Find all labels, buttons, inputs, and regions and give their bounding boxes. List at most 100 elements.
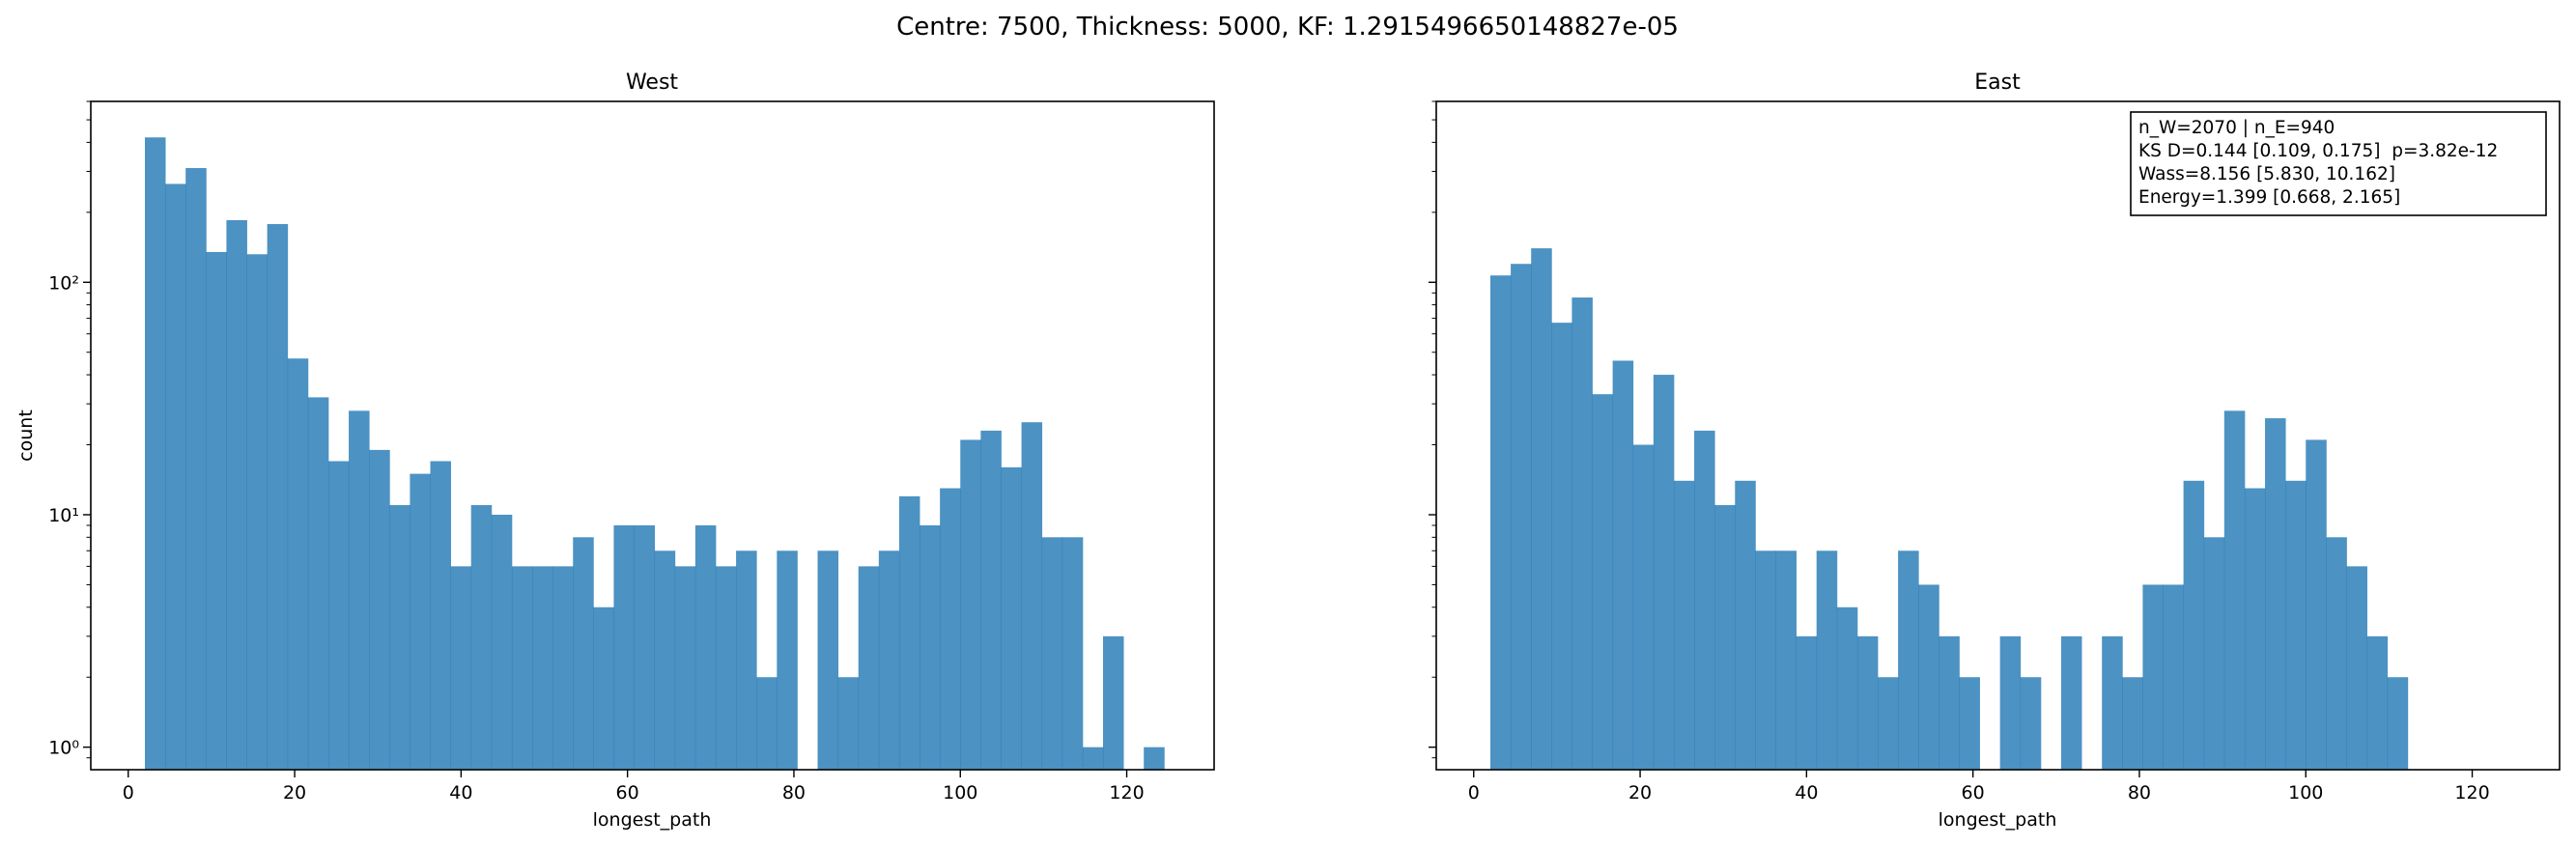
west-histogram-bar xyxy=(573,537,594,770)
west-histogram-bar xyxy=(511,566,533,770)
east-histogram-bar xyxy=(1653,375,1675,770)
west-histogram-bar xyxy=(898,495,920,770)
west-histogram-bar xyxy=(369,449,390,770)
west-histogram-bar xyxy=(940,488,961,770)
east-histogram-bar xyxy=(1796,635,1818,770)
west-y-tick-label: 10¹ xyxy=(48,505,79,526)
east-histogram-bar xyxy=(1735,480,1756,770)
east-plot-frame xyxy=(1435,100,2561,771)
west-histogram-bar xyxy=(349,410,370,770)
east-x-tick-label: 120 xyxy=(2454,782,2489,804)
east-histogram-bar xyxy=(1816,550,1838,770)
west-title: West xyxy=(626,70,678,95)
west-y-axis-label: count xyxy=(15,409,37,462)
west-histogram-bar xyxy=(165,183,186,771)
east-histogram-bar xyxy=(1755,550,1776,770)
east-histogram-bar xyxy=(1490,275,1512,770)
west-y-ticks: 10⁰ 10¹ 10² xyxy=(48,100,91,759)
west-y-tick-label: 10⁰ xyxy=(48,738,79,759)
west-histogram-bar xyxy=(1001,466,1022,770)
west-histogram-bar xyxy=(980,430,1002,770)
east-histogram-bar xyxy=(2183,480,2205,770)
east-histogram-bar xyxy=(1592,394,1614,770)
west-histogram-bar xyxy=(389,505,410,770)
west-histogram-bar xyxy=(246,254,269,770)
west-histogram-bar xyxy=(960,439,981,770)
stats-line-energy: Energy=1.399 [0.668, 2.165] xyxy=(2138,187,2400,208)
west-histogram-bar xyxy=(920,525,941,770)
east-histogram-bar xyxy=(1939,635,1960,770)
east-histogram-bar xyxy=(2326,537,2347,770)
stats-box-frame xyxy=(2130,111,2547,216)
east-histogram-bar xyxy=(2203,537,2225,770)
west-x-tick-label: 120 xyxy=(1109,782,1144,804)
east-histogram-bar xyxy=(2366,635,2389,770)
west-histogram-bar xyxy=(450,566,472,770)
west-histogram-bar xyxy=(532,566,553,770)
east-histogram-bar xyxy=(2102,635,2123,770)
east-histogram-bar xyxy=(2265,418,2286,770)
west-histogram-bar xyxy=(552,566,574,770)
west-x-ticks: 0 20 40 60 80 100 120 xyxy=(123,770,1145,804)
east-histogram-bar xyxy=(1836,606,1858,770)
east-histogram-bar xyxy=(1694,430,1715,770)
west-histogram-bar xyxy=(837,677,860,770)
figure-suptitle: Centre: 7500, Thickness: 5000, KF: 1.291… xyxy=(896,13,1679,42)
east-bars xyxy=(1490,248,2409,770)
stats-line-counts: n_W=2070 | n_E=940 xyxy=(2138,118,2335,138)
stats-line-wasserstein: Wass=8.156 [5.830, 10.162] xyxy=(2138,164,2395,184)
east-histogram-bar xyxy=(2387,677,2409,770)
east-y-ticks xyxy=(1429,100,1436,759)
west-histogram-bar xyxy=(307,397,329,770)
west-histogram-bar xyxy=(185,168,207,770)
west-histogram-bar xyxy=(410,473,431,770)
east-x-tick-label: 20 xyxy=(1628,782,1652,804)
west-panel: 0 20 40 60 80 100 120 10⁰ 10¹ 10² West longest_p… xyxy=(15,70,1215,831)
east-histogram-bar xyxy=(1959,677,1980,770)
east-histogram-bar xyxy=(1714,505,1736,770)
east-histogram-bar xyxy=(1999,635,2022,770)
east-histogram-bar xyxy=(2346,566,2367,770)
east-x-axis-label: longest_path xyxy=(1939,809,2057,831)
east-x-tick-label: 0 xyxy=(1468,782,1480,804)
west-histogram-bar xyxy=(613,525,635,770)
west-histogram-bar xyxy=(145,137,166,770)
west-histogram-bar xyxy=(1062,537,1084,770)
east-histogram-bar xyxy=(1571,297,1593,770)
west-x-tick-label: 100 xyxy=(943,782,977,804)
west-histogram-bar xyxy=(1082,747,1104,770)
west-histogram-bar xyxy=(491,514,513,770)
west-histogram-bar xyxy=(736,550,757,770)
west-histogram-bar xyxy=(206,251,227,770)
east-x-ticks: 0 20 40 60 80 100 120 xyxy=(1468,770,2490,804)
west-histogram-bar xyxy=(715,566,737,770)
east-histogram-bar xyxy=(2223,410,2246,770)
east-x-tick-label: 40 xyxy=(1795,782,1818,804)
east-histogram-bar xyxy=(2060,635,2082,770)
east-panel: 0 20 40 60 80 100 120 East longest_path n_W=20… xyxy=(1429,70,2561,831)
west-histogram-bar xyxy=(858,566,880,770)
west-histogram-bar xyxy=(1041,537,1063,770)
east-histogram-bar xyxy=(1612,360,1634,770)
west-y-tick-label: 10² xyxy=(48,272,79,294)
west-x-tick-label: 20 xyxy=(283,782,306,804)
east-histogram-bar xyxy=(1632,444,1655,770)
east-histogram-bar xyxy=(1551,323,1572,770)
west-histogram-bar xyxy=(694,525,717,770)
stats-line-ks: KS D=0.144 [0.109, 0.175] p=3.82e-12 xyxy=(2138,141,2498,161)
east-histogram-bar xyxy=(2142,584,2164,770)
west-histogram-bar xyxy=(430,461,451,770)
west-histogram-bar xyxy=(634,525,656,770)
west-x-tick-label: 0 xyxy=(123,782,134,804)
east-histogram-bar xyxy=(2163,584,2185,770)
east-histogram-bar xyxy=(2020,677,2042,770)
east-histogram-bar xyxy=(1673,480,1695,770)
west-x-axis-label: longest_path xyxy=(593,809,712,831)
east-title: East xyxy=(1974,70,2021,95)
east-histogram-bar xyxy=(2285,480,2307,770)
west-histogram-bar xyxy=(267,224,289,770)
west-histogram-bar xyxy=(287,358,309,770)
west-histogram-bar xyxy=(756,677,778,770)
west-x-tick-label: 40 xyxy=(449,782,472,804)
